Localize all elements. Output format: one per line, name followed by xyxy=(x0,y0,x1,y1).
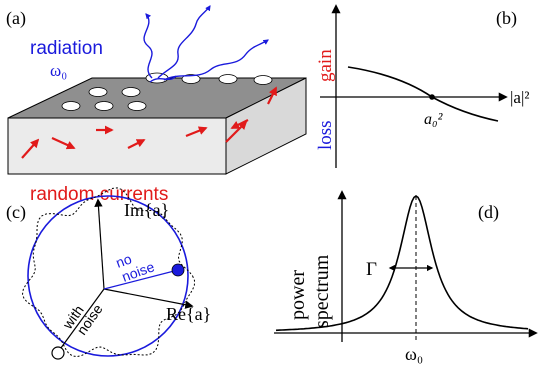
photonic-crystal-holes xyxy=(61,72,273,111)
panel-a: (a) radiation ω₀ xyxy=(6,5,307,205)
radiation-arrows xyxy=(143,5,269,83)
radiation-swirl xyxy=(149,75,177,83)
panel-a-label: (a) xyxy=(6,8,26,29)
hole xyxy=(253,75,273,85)
panel-c: (c) Im{a} Re{a} no noise with noise xyxy=(6,187,211,360)
imag-axis-label: Im{a} xyxy=(124,200,169,220)
hole xyxy=(94,101,114,111)
current-arrow xyxy=(127,139,146,149)
hole xyxy=(218,74,238,84)
current-arrow xyxy=(225,120,248,143)
threshold-label: a₀² xyxy=(424,111,444,128)
no-noise-state-marker xyxy=(171,263,185,277)
current-arrow xyxy=(185,126,208,138)
panel-d-label: (d) xyxy=(478,202,499,223)
current-arrow xyxy=(267,86,277,105)
hole xyxy=(88,87,108,97)
panel-b-label: (b) xyxy=(496,8,517,29)
b-x-axis-label: |a|² xyxy=(510,88,529,107)
gain-label: gain xyxy=(315,49,336,82)
no-noise-radius xyxy=(103,269,179,290)
linewidth-label: Γ xyxy=(366,259,377,280)
hole xyxy=(127,101,147,111)
panel-c-label: (c) xyxy=(6,202,26,223)
hole xyxy=(121,87,141,97)
c-real-axis xyxy=(103,288,194,309)
with-noise-state-marker xyxy=(51,346,65,360)
c-imag-axis xyxy=(94,198,105,290)
current-arrow xyxy=(230,119,249,129)
radiation-arrow xyxy=(157,5,211,79)
hole xyxy=(61,101,81,111)
slab-front xyxy=(7,117,227,175)
no-noise-label-line1: no xyxy=(114,250,134,270)
center-frequency-label: ω₀ xyxy=(405,344,423,364)
noisy-trajectory xyxy=(21,187,196,358)
lorentzian-curve xyxy=(275,195,529,332)
loss-label: loss xyxy=(315,120,336,150)
hole xyxy=(181,74,201,84)
with-noise-radius xyxy=(57,288,105,353)
panel-d: (d) Γ ω₀ power spectrum xyxy=(274,190,538,364)
threshold-point xyxy=(429,94,435,100)
limit-cycle-circle xyxy=(27,195,189,357)
radiation-arrow xyxy=(163,39,269,81)
radiation-arrow xyxy=(143,13,153,79)
radiation-label: radiation xyxy=(30,38,103,59)
d-y-axis-label-line1: power xyxy=(287,270,309,320)
current-arrow xyxy=(21,138,40,159)
current-arrows xyxy=(21,86,277,159)
real-axis-label: Re{a} xyxy=(166,304,211,324)
radiation-frequency-label: ω₀ xyxy=(50,61,67,80)
current-arrow xyxy=(51,136,76,150)
panel-b: (b) |a|² a₀² gain loss xyxy=(315,4,529,168)
d-y-axis-label-line2: spectrum xyxy=(311,254,333,328)
gain-loss-curve xyxy=(347,66,499,122)
